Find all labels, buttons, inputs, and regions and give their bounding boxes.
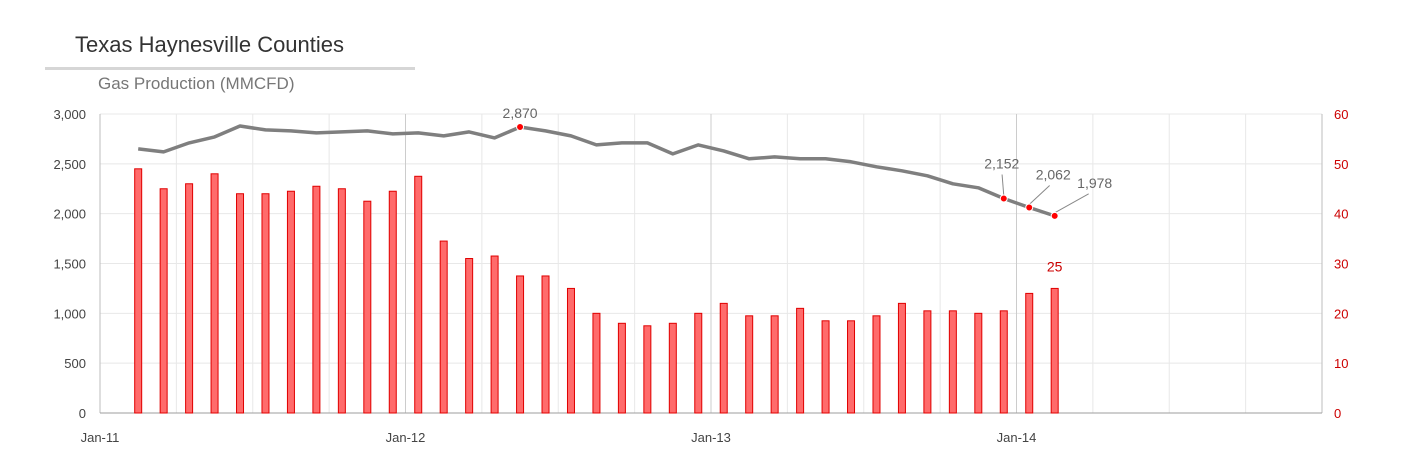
bar xyxy=(643,325,652,414)
y-left-tick-label: 1,000 xyxy=(53,306,86,321)
bar xyxy=(694,312,703,414)
line-data-label: 2,870 xyxy=(503,105,538,121)
y-left-tick-label: 2,000 xyxy=(53,207,86,222)
bar xyxy=(159,188,168,414)
y-right-tick-label: 0 xyxy=(1334,406,1341,421)
y-left-tick-label: 1,500 xyxy=(53,257,86,272)
bar xyxy=(337,188,346,414)
bar xyxy=(923,310,932,414)
chart-subtitle: Gas Production (MMCFD) xyxy=(98,74,295,93)
bar xyxy=(897,302,906,414)
bar xyxy=(541,275,550,414)
bar xyxy=(617,322,626,414)
x-tick-label: Jan-11 xyxy=(81,430,120,445)
bar xyxy=(134,168,143,414)
bar xyxy=(312,185,321,414)
bar xyxy=(210,173,219,414)
bar xyxy=(668,322,677,414)
bar xyxy=(516,275,525,414)
line-data-label: 2,152 xyxy=(984,156,1019,172)
bar xyxy=(465,258,474,414)
x-tick-label: Jan-14 xyxy=(997,430,1037,445)
bar xyxy=(185,183,194,414)
y-left-tick-label: 500 xyxy=(64,356,86,371)
bar xyxy=(490,255,499,414)
y-right-tick-label: 40 xyxy=(1334,207,1348,222)
bar xyxy=(821,320,830,414)
bar xyxy=(414,175,423,414)
line-marker xyxy=(1025,203,1034,212)
gas-production-line xyxy=(137,124,1056,218)
y-left-tick-label: 2,500 xyxy=(53,157,86,172)
x-tick-label: Jan-12 xyxy=(386,430,426,445)
y-right-tick-label: 60 xyxy=(1334,107,1348,122)
chart-title: Texas Haynesville Counties xyxy=(75,32,345,57)
y-left-tick-label: 3,000 xyxy=(53,107,86,122)
y-left-tick-label: 0 xyxy=(79,406,86,421)
bar xyxy=(286,190,295,414)
x-tick-label: Jan-13 xyxy=(691,430,731,445)
title-divider xyxy=(45,67,415,70)
y-right-tick-label: 20 xyxy=(1334,306,1348,321)
bar xyxy=(745,315,754,414)
bar xyxy=(592,312,601,414)
line-marker xyxy=(516,122,525,131)
line-data-label: 2,062 xyxy=(1036,166,1071,182)
bar xyxy=(388,190,397,414)
y-right-tick-label: 10 xyxy=(1334,356,1348,371)
bar xyxy=(236,193,245,414)
bar xyxy=(948,310,957,414)
data-label-leader xyxy=(1054,193,1089,214)
bar-data-label: 25 xyxy=(1047,258,1063,274)
y-right-tick-label: 50 xyxy=(1334,157,1348,172)
data-label-leader xyxy=(1028,185,1050,205)
bar xyxy=(363,200,372,414)
bar xyxy=(872,315,881,414)
bar xyxy=(261,193,270,414)
bar xyxy=(796,307,805,414)
bar xyxy=(999,310,1008,414)
line-marker xyxy=(1050,211,1059,220)
bar xyxy=(847,320,856,414)
y-right-tick-label: 30 xyxy=(1334,257,1348,272)
bar xyxy=(439,240,448,414)
line-marker xyxy=(999,194,1008,203)
bar xyxy=(974,312,983,414)
data-label-leader xyxy=(1001,174,1005,196)
bar xyxy=(1025,292,1034,414)
bar xyxy=(566,287,575,414)
bar xyxy=(770,315,779,414)
bar xyxy=(719,302,728,414)
bar xyxy=(1050,287,1059,414)
line-data-label: 1,978 xyxy=(1077,175,1112,191)
